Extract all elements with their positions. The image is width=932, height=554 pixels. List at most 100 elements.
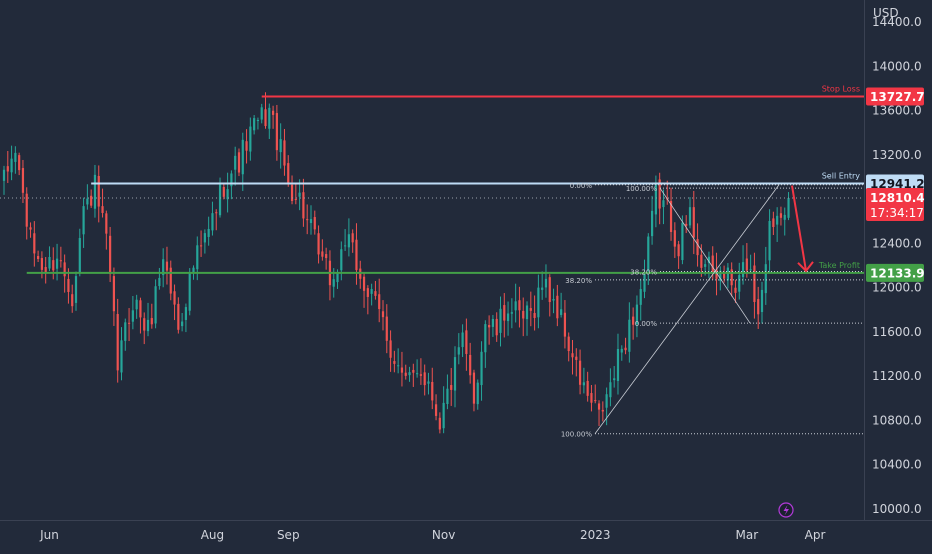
levels-layer: Stop Loss Sell Entry Take Profit (0, 85, 864, 274)
candle-body (582, 382, 585, 386)
candle-body (427, 381, 430, 384)
candle-body (605, 394, 608, 408)
candle-body (397, 365, 400, 367)
price-tick-label: 10800.0 (872, 413, 922, 427)
candle-body (71, 294, 74, 307)
candle-body (146, 319, 150, 332)
candle-body (506, 313, 510, 322)
candle-body (514, 301, 517, 311)
candle-body (29, 227, 32, 230)
price-tick-label: 14000.0 (872, 59, 922, 73)
candle-body (165, 261, 169, 271)
time-tick-label: Mar (736, 528, 759, 542)
sell-entry-badge-text: 12941.2 (870, 177, 925, 191)
last-price-badge (866, 187, 924, 221)
fib-label: 100.00% (626, 185, 657, 193)
time-axis[interactable]: Jun Aug Sep Nov 2023 Mar Apr (39, 528, 825, 542)
candle-body (624, 347, 627, 351)
price-tick-label: 12400.0 (872, 236, 922, 250)
candle-body (726, 267, 729, 281)
candle-body (639, 289, 642, 305)
candle-body (275, 113, 278, 151)
candle-body (423, 372, 426, 386)
candle-body (692, 207, 695, 238)
candle-body (560, 309, 563, 315)
candle-body (772, 218, 775, 228)
candle-body (184, 307, 188, 320)
candle-body (287, 163, 290, 184)
candle-body (112, 276, 116, 312)
time-tick-label: 2023 (580, 528, 611, 542)
candle-body (522, 310, 525, 319)
candle-body (586, 380, 589, 396)
candle-body (264, 109, 267, 127)
candle-body (18, 155, 21, 171)
take-profit-badge (866, 263, 924, 282)
time-tick-label: Aug (201, 528, 224, 542)
candle-body (544, 278, 548, 288)
candle-body (525, 305, 529, 320)
candle-body (101, 206, 104, 213)
candle-body (647, 236, 650, 272)
candle-body (90, 195, 93, 206)
sell-entry-label: Sell Entry (822, 172, 861, 181)
candle-body (279, 139, 282, 153)
price-tick-label: 12000.0 (872, 281, 922, 295)
candle-body (741, 262, 745, 278)
candle-body (510, 312, 513, 314)
candle-body (40, 258, 43, 270)
candle-body (594, 400, 597, 402)
candle-body (116, 314, 119, 371)
lightning-icon[interactable] (778, 502, 794, 518)
candle-body (199, 245, 203, 247)
candle-body (321, 251, 324, 257)
candle-body (82, 206, 85, 235)
candle-body (760, 289, 764, 313)
price-badges: 13727.7 12941.2 12133.9 12810.417:34:17 (866, 87, 925, 282)
candle-body (404, 372, 407, 376)
candle-body (203, 233, 206, 243)
candle-body (127, 322, 131, 324)
time-tick-label: Jun (39, 528, 59, 542)
candle-body (552, 299, 555, 301)
candle-body (74, 276, 78, 303)
candle-body (313, 217, 316, 230)
candle-body (450, 385, 453, 390)
candle-body (446, 388, 449, 405)
candle-body (734, 287, 737, 293)
candle-body (529, 308, 532, 311)
candle-body (715, 269, 718, 279)
time-tick-label: Apr (805, 528, 826, 542)
candle-body (188, 272, 191, 311)
candle-body (711, 255, 714, 273)
candle-body (556, 295, 559, 319)
candle-body (135, 299, 138, 310)
candle-body (234, 155, 237, 170)
candle-body (764, 264, 767, 294)
price-axis[interactable]: 14400.0 14000.0 13600.0 13200.0 12400.0 12000… (872, 15, 922, 516)
candle-body (298, 192, 301, 197)
candle-body (93, 174, 97, 209)
candle-body (37, 256, 40, 259)
candle-body (63, 262, 66, 277)
candle-body (253, 118, 256, 131)
candle-body (707, 256, 711, 263)
candle-body (48, 256, 51, 269)
price-tick-label: 10400.0 (872, 458, 922, 472)
candle-body (704, 264, 707, 267)
candle-body (378, 294, 381, 310)
take-profit-label: Take Profit (818, 261, 860, 270)
candle-body (787, 197, 790, 218)
currency-label: USD (873, 6, 899, 20)
price-tick-label: 13200.0 (872, 148, 922, 162)
candle-body (196, 245, 199, 270)
target-arrow (791, 185, 807, 272)
candle-body (218, 184, 222, 216)
candle-body (33, 233, 36, 254)
fib-layer: 100.00% 0.00% 38.20% 100.00% 0.00% 38.20% (561, 182, 864, 439)
candle-body (431, 381, 434, 401)
price-tick-label: 11600.0 (872, 325, 922, 339)
candle-body (150, 318, 153, 325)
